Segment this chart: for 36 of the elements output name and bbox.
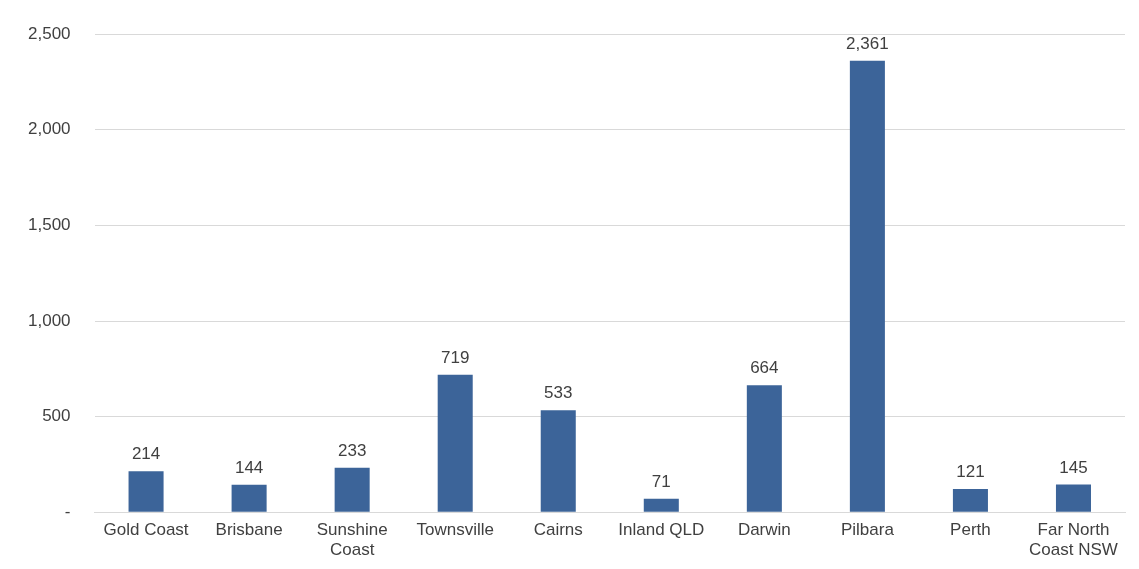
data-label: 719 [441, 347, 470, 367]
bar [128, 471, 164, 512]
data-label: 121 [956, 462, 985, 482]
bar [746, 385, 782, 512]
x-tick-label: Sunshine Coast [316, 520, 388, 560]
y-tick-label: 500 [42, 406, 71, 426]
bar [1055, 484, 1091, 512]
data-label: 2,361 [846, 33, 889, 53]
x-tick-label: Cairns [533, 520, 583, 540]
x-tick-label: Darwin [737, 520, 791, 540]
data-label: 214 [131, 444, 161, 464]
data-label: 233 [337, 440, 367, 460]
bar [334, 467, 370, 512]
x-tick-label: Gold Coast [103, 520, 189, 540]
y-tick-label: 2,000 [27, 119, 71, 139]
y-tick-label: 1,000 [27, 310, 71, 330]
y-tick-label: - [64, 501, 71, 521]
data-label: 71 [651, 471, 671, 491]
bar [437, 374, 473, 512]
x-tick-label: Perth [950, 520, 991, 540]
data-label: 144 [234, 457, 264, 477]
y-tick-label: 1,500 [27, 215, 71, 235]
data-label: 533 [544, 383, 573, 403]
bar [231, 484, 267, 512]
data-label: 664 [750, 358, 779, 378]
bar [643, 498, 679, 512]
x-tick-label: Brisbane [215, 520, 283, 540]
x-tick-label: Far North Coast NSW [1029, 520, 1118, 560]
bar [952, 489, 988, 512]
bar [849, 60, 885, 512]
x-tick-label: Inland QLD [618, 520, 705, 540]
x-tick-label: Townsville [416, 520, 494, 540]
y-tick-label: 2,500 [27, 23, 71, 43]
bar [540, 410, 576, 512]
data-label: 145 [1059, 457, 1088, 477]
x-tick-label: Pilbara [840, 520, 895, 540]
